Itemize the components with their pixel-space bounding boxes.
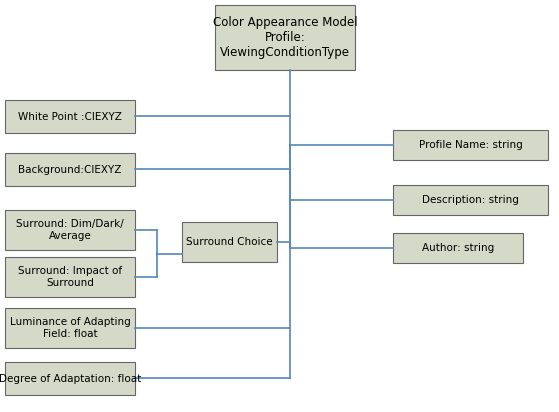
FancyBboxPatch shape xyxy=(5,257,135,297)
Text: Description: string: Description: string xyxy=(422,195,519,205)
Text: Color Appearance Model
Profile:
ViewingConditionType: Color Appearance Model Profile: ViewingC… xyxy=(212,16,357,59)
FancyBboxPatch shape xyxy=(393,185,548,215)
Text: White Point :CIEXYZ: White Point :CIEXYZ xyxy=(18,112,122,122)
FancyBboxPatch shape xyxy=(182,222,277,262)
Text: Degree of Adaptation: float: Degree of Adaptation: float xyxy=(0,374,141,384)
FancyBboxPatch shape xyxy=(5,100,135,133)
Text: Surround: Impact of
Surround: Surround: Impact of Surround xyxy=(18,266,122,288)
FancyBboxPatch shape xyxy=(5,210,135,250)
Text: Background:CIEXYZ: Background:CIEXYZ xyxy=(18,164,122,175)
Text: Profile Name: string: Profile Name: string xyxy=(419,140,522,150)
Text: Luminance of Adapting
Field: float: Luminance of Adapting Field: float xyxy=(10,317,130,339)
FancyBboxPatch shape xyxy=(5,362,135,395)
Text: Surround: Dim/Dark/
Average: Surround: Dim/Dark/ Average xyxy=(16,219,124,241)
FancyBboxPatch shape xyxy=(5,308,135,348)
FancyBboxPatch shape xyxy=(215,5,355,70)
Text: Author: string: Author: string xyxy=(422,243,494,253)
FancyBboxPatch shape xyxy=(393,233,523,263)
FancyBboxPatch shape xyxy=(393,130,548,160)
FancyBboxPatch shape xyxy=(5,153,135,186)
Text: Surround Choice: Surround Choice xyxy=(186,237,273,247)
